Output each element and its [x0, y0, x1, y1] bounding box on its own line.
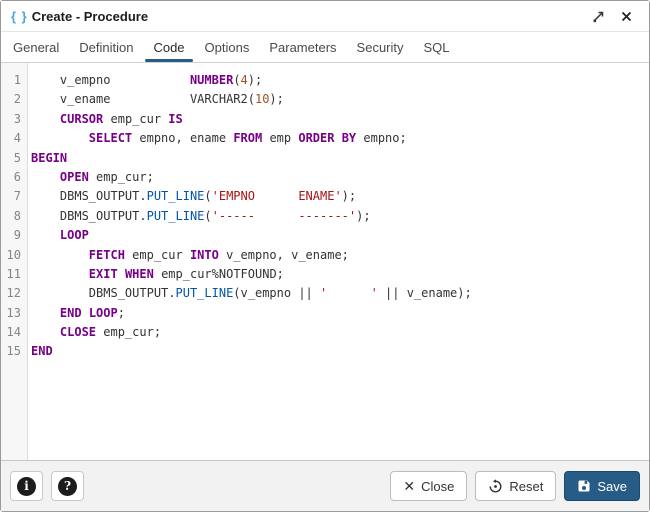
- line-number: 6: [13, 169, 21, 184]
- code-line[interactable]: OPEN emp_cur;: [59, 169, 154, 184]
- tab-sql[interactable]: SQL: [423, 39, 450, 55]
- dialog-help-button[interactable]: ?: [51, 471, 84, 501]
- code-line[interactable]: CLOSE emp_cur;: [59, 325, 162, 340]
- expand-icon: [591, 9, 606, 24]
- line-number: 14: [6, 325, 21, 340]
- code-text-area[interactable]: v_empno NUMBER(4); v_ename VARCHAR2(10);…: [28, 63, 649, 460]
- close-icon: [620, 10, 633, 23]
- line-number: 2: [13, 92, 21, 107]
- line-number: 12: [6, 286, 21, 301]
- line-number-gutter: 1 2 3 4 5 6 7 8 9 10 11 12 13 14 15: [1, 63, 28, 460]
- code-line[interactable]: EXIT WHEN emp_cur%NOTFOUND;: [88, 266, 284, 281]
- code-line[interactable]: DBMS_OUTPUT.PUT_LINE('----- -------');: [31, 208, 371, 223]
- help-icon: ?: [58, 476, 77, 496]
- code-line[interactable]: BEGIN: [31, 150, 68, 165]
- x-icon: ✕: [403, 477, 416, 494]
- line-number: 10: [6, 247, 21, 262]
- line-number: 3: [13, 111, 21, 126]
- code-line[interactable]: DBMS_OUTPUT.PUT_LINE('EMPNO ENAME');: [31, 189, 357, 204]
- tab-bar: General Definition Code Options Parameters Se…: [1, 32, 649, 62]
- code-line[interactable]: CURSOR emp_cur IS: [59, 111, 183, 126]
- tab-security[interactable]: Security: [356, 39, 404, 55]
- info-icon: i: [17, 476, 36, 496]
- tab-parameters[interactable]: Parameters: [269, 39, 337, 55]
- line-number: 7: [13, 189, 21, 204]
- line-number: 9: [13, 228, 21, 243]
- tab-options[interactable]: Options: [204, 39, 250, 55]
- save-button-label: Save: [597, 478, 627, 494]
- line-number: 5: [13, 150, 21, 165]
- close-button[interactable]: ✕ Close: [390, 471, 468, 501]
- dialog-footer: i ? ✕ Close Reset Save: [1, 460, 649, 511]
- line-number: 15: [6, 344, 21, 359]
- close-dialog-button[interactable]: [615, 5, 637, 27]
- code-editor[interactable]: 1 2 3 4 5 6 7 8 9 10 11 12 13 14 15 v_empno NUMBER(4);…: [1, 62, 649, 460]
- line-number: 13: [6, 305, 21, 320]
- save-floppy-icon: [577, 479, 591, 493]
- line-number: 11: [6, 266, 21, 281]
- code-line[interactable]: END LOOP;: [59, 305, 125, 320]
- dialog-title: Create - Procedure: [31, 8, 149, 24]
- line-number: 1: [13, 73, 21, 87]
- code-line[interactable]: FETCH emp_cur INTO v_empno, v_ename;: [88, 247, 349, 262]
- maximize-button[interactable]: [587, 5, 609, 27]
- code-line[interactable]: LOOP: [59, 228, 89, 243]
- tab-definition[interactable]: Definition: [79, 39, 134, 55]
- tab-general[interactable]: General: [13, 39, 60, 55]
- line-number: 4: [13, 131, 21, 146]
- code-line[interactable]: v_empno NUMBER(4);: [31, 73, 263, 87]
- code-line[interactable]: DBMS_OUTPUT.PUT_LINE(v_empno || ' ' || v…: [31, 286, 472, 301]
- dialog-header: { } Create - Procedure: [1, 1, 649, 32]
- tab-code[interactable]: Code: [145, 32, 193, 62]
- reset-icon: [488, 478, 503, 494]
- procedure-braces-icon: { }: [11, 8, 28, 24]
- code-line[interactable]: SELECT empno, ename FROM emp ORDER BY em…: [88, 131, 407, 146]
- code-line[interactable]: v_ename VARCHAR2(10);: [31, 92, 284, 107]
- reset-button-label: Reset: [509, 478, 544, 494]
- reset-button[interactable]: Reset: [475, 471, 557, 501]
- close-button-label: Close: [421, 478, 455, 494]
- sql-help-button[interactable]: i: [10, 471, 43, 501]
- line-number: 8: [13, 208, 21, 223]
- save-button[interactable]: Save: [564, 471, 640, 501]
- code-line[interactable]: END: [31, 344, 53, 359]
